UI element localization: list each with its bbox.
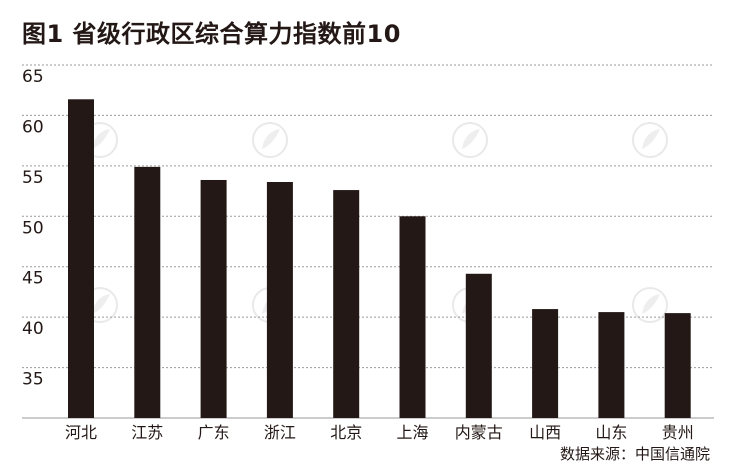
x-axis-labels: 河北 江苏 广东 浙江 北京 上海 内蒙古 山西 山东 贵州 bbox=[65, 423, 694, 442]
watermark-logo-icon bbox=[632, 287, 668, 323]
y-tick-label: 45 bbox=[22, 269, 44, 289]
x-category-label: 北京 bbox=[330, 423, 362, 442]
y-tick-label: 50 bbox=[22, 218, 44, 238]
y-tick-label: 60 bbox=[22, 117, 44, 137]
bar bbox=[266, 181, 293, 418]
watermark-layer bbox=[82, 122, 668, 323]
x-category-label: 上海 bbox=[396, 423, 428, 442]
bars bbox=[68, 99, 691, 418]
bar bbox=[68, 99, 94, 418]
chart-title: 图1 省级行政区综合算力指数前10 bbox=[22, 20, 401, 48]
data-source-note: 数据来源：中国信通院 bbox=[559, 445, 710, 463]
x-category-label: 广东 bbox=[198, 423, 230, 442]
y-axis-ticks: 35 40 45 50 55 60 65 bbox=[22, 67, 44, 390]
x-category-label: 山西 bbox=[529, 423, 561, 442]
x-category-label: 贵州 bbox=[662, 423, 694, 442]
x-category-label: 内蒙古 bbox=[455, 423, 503, 442]
bar bbox=[200, 179, 227, 418]
watermark-logo-icon bbox=[452, 122, 488, 158]
bar bbox=[598, 312, 625, 418]
bar bbox=[399, 216, 426, 418]
y-tick-label: 55 bbox=[22, 168, 44, 188]
y-tick-label: 35 bbox=[22, 370, 44, 390]
watermark-logo-icon bbox=[632, 122, 668, 158]
bar bbox=[664, 313, 691, 418]
x-category-label: 浙江 bbox=[264, 423, 296, 442]
bar bbox=[134, 166, 161, 418]
y-tick-label: 40 bbox=[22, 319, 44, 339]
x-category-label: 山东 bbox=[595, 423, 627, 442]
y-tick-label: 65 bbox=[22, 67, 44, 87]
x-category-label: 河北 bbox=[65, 423, 97, 442]
x-category-label: 江苏 bbox=[131, 423, 163, 442]
watermark-logo-icon bbox=[252, 122, 288, 158]
bar bbox=[532, 309, 559, 418]
bar bbox=[333, 190, 360, 418]
bar bbox=[465, 273, 492, 418]
